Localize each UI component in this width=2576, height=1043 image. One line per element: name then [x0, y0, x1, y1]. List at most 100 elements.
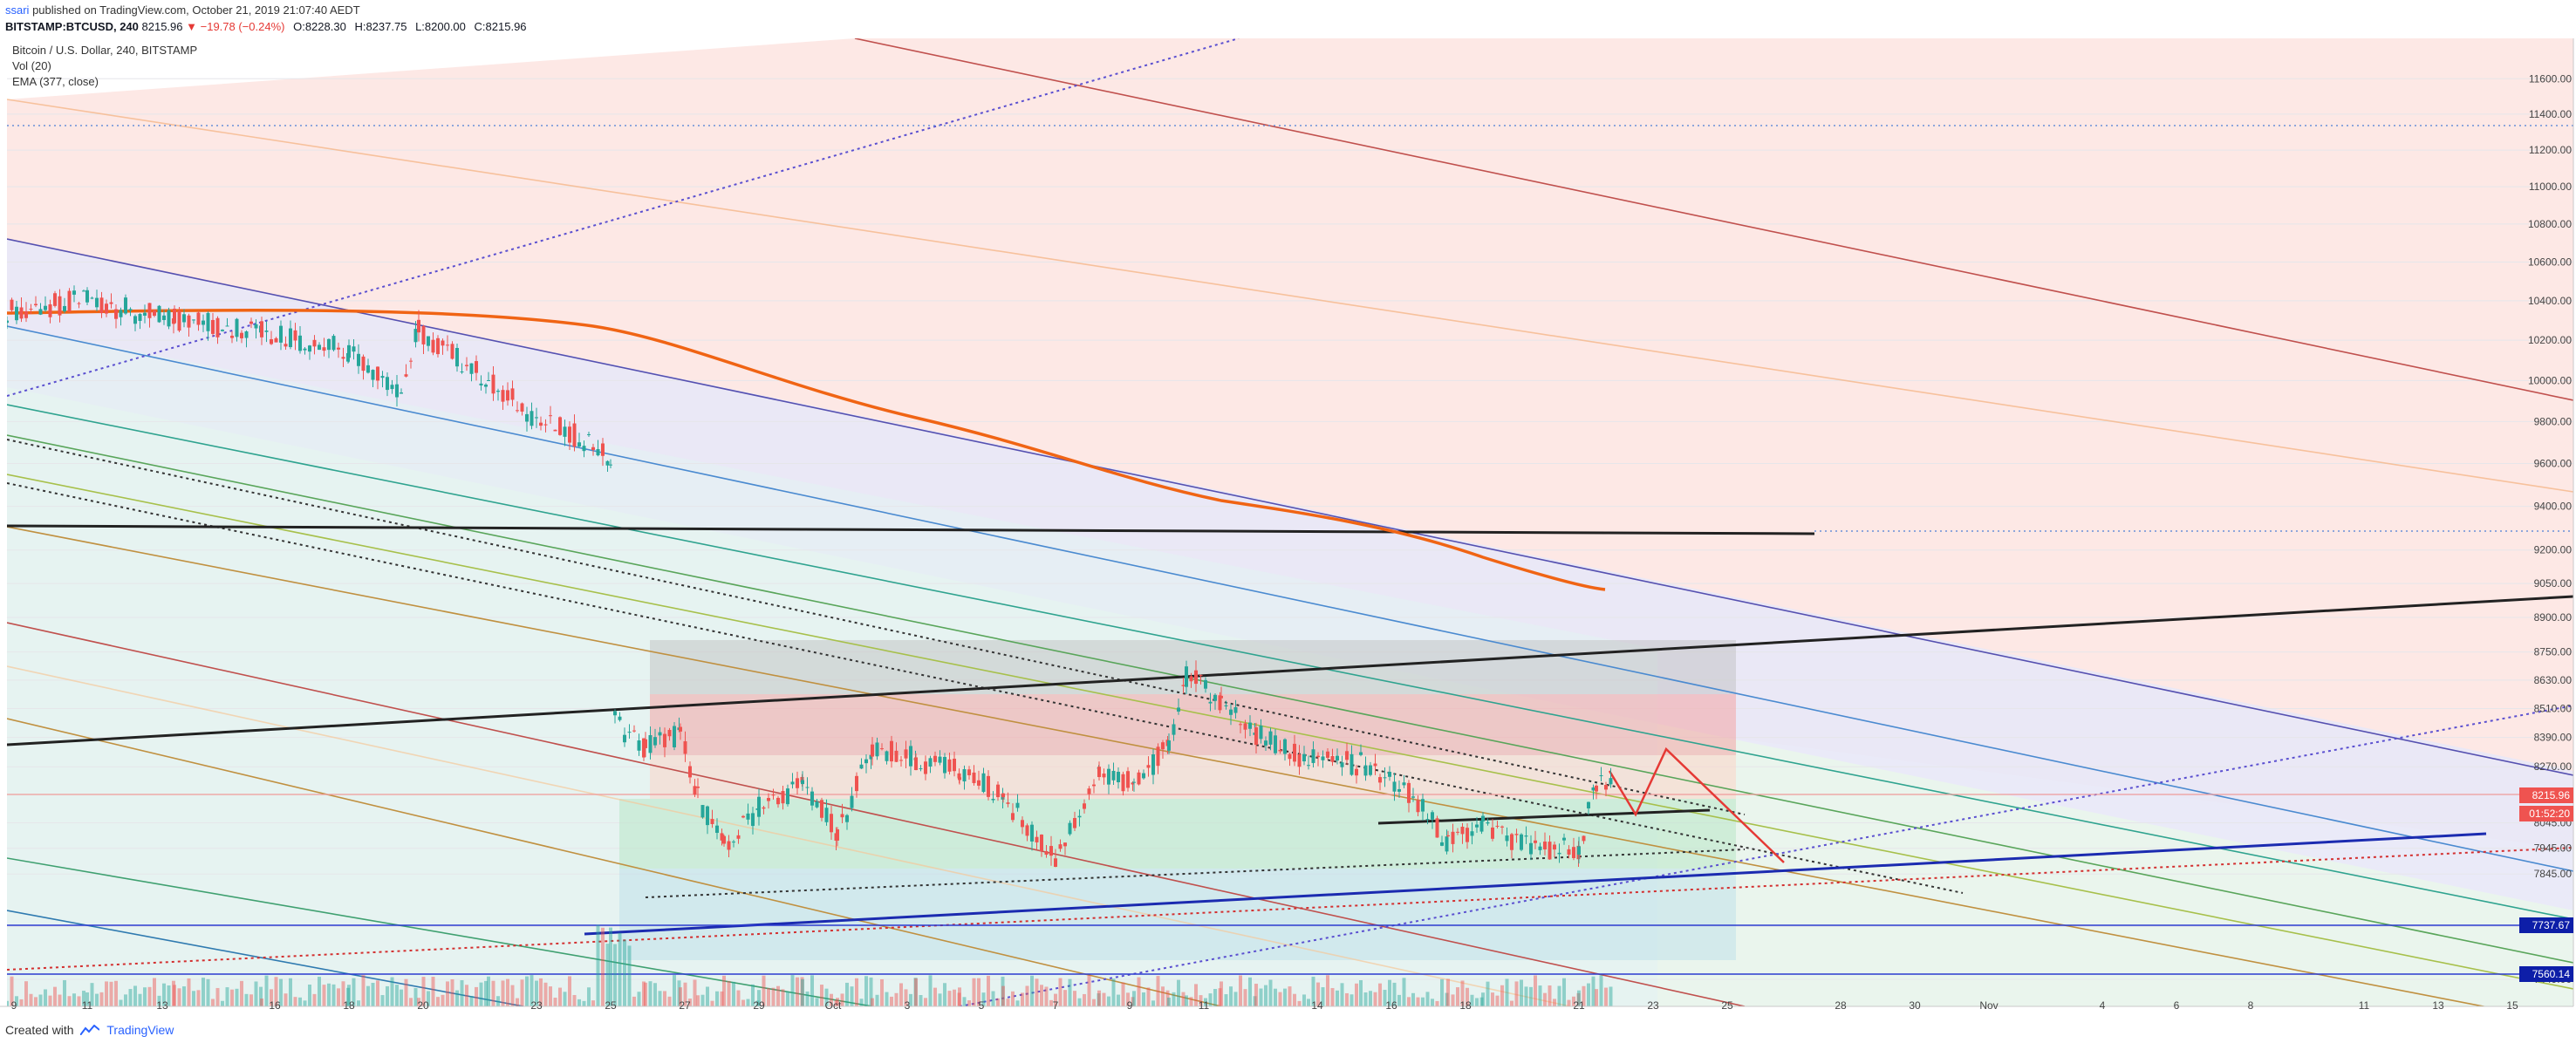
candle-body	[830, 814, 833, 833]
volume-bar	[1181, 992, 1186, 1006]
time-axis[interactable]: 9 11 13 16 18 20 23 25 27 29 Oct 3 5 7 9 11 14 16 18 21 23 25…	[11, 999, 2518, 1012]
candle-body	[1336, 755, 1339, 761]
candle-body	[1208, 701, 1213, 704]
candle-body	[996, 784, 1000, 798]
volume-bar	[1446, 978, 1450, 1006]
time-tick-label: 25	[1721, 999, 1733, 1012]
candle-body	[1316, 755, 1320, 758]
candle-body	[1011, 813, 1015, 821]
volume-bar	[1025, 985, 1029, 1006]
volume-bar	[244, 993, 249, 1006]
candle-body	[845, 815, 849, 822]
volume-bar	[1440, 978, 1444, 1006]
candle-body	[568, 426, 571, 443]
candle-body	[796, 778, 799, 788]
volume-bar	[568, 976, 571, 1006]
volume-bar	[215, 987, 220, 1006]
volume-bar	[1131, 997, 1135, 1006]
volume-bar	[830, 993, 833, 1006]
volume-bar	[173, 985, 176, 1006]
candle-body	[24, 310, 28, 318]
candle-body	[563, 426, 567, 437]
time-tick-label: 25	[605, 999, 617, 1012]
price-badge-label: 8215.96	[2532, 789, 2571, 801]
price-chart[interactable]: 7449.007645.007845.007945.008045.008270.…	[0, 38, 2576, 1017]
publisher-name[interactable]: ssari	[5, 3, 30, 17]
volume-bar	[700, 994, 705, 1006]
candle-body	[1577, 846, 1581, 855]
candle-body	[1340, 762, 1344, 767]
volume-bar	[496, 996, 500, 1006]
volume-bar	[322, 985, 326, 1006]
candle-body	[293, 330, 297, 341]
volume-bar	[977, 978, 981, 1006]
volume-bar	[658, 991, 662, 1006]
volume-bar	[1049, 999, 1053, 1006]
candle-body	[1355, 768, 1358, 776]
volume-bar	[1117, 994, 1120, 1006]
volume-bar	[10, 976, 14, 1006]
tradingview-brand[interactable]: TradingView	[106, 1023, 174, 1037]
volume-bar	[34, 997, 38, 1006]
candle-body	[1373, 763, 1377, 767]
time-tick-label: 15	[2506, 999, 2518, 1012]
last-price: 8215.96	[141, 20, 183, 33]
volume-bar	[1349, 994, 1354, 1006]
volume-bar	[1243, 989, 1247, 1006]
time-tick-label: 30	[1909, 999, 1921, 1012]
volume-bar	[987, 975, 990, 1006]
volume-bar	[815, 998, 819, 1006]
volume-bar	[1321, 987, 1325, 1006]
volume-bar	[475, 986, 478, 1006]
volume-bar	[390, 977, 394, 1006]
volume-bar	[558, 987, 562, 1006]
candle-body	[114, 309, 118, 319]
volume-bar	[953, 989, 956, 1006]
candle-body	[577, 442, 581, 447]
candle-body	[991, 799, 995, 801]
volume-bar	[1278, 992, 1282, 1006]
volume-bar	[293, 997, 297, 1006]
candle-body	[303, 348, 307, 351]
volume-bar	[981, 992, 986, 1006]
candle-body	[1021, 820, 1024, 828]
candle-body	[455, 348, 459, 367]
candle-body	[249, 321, 253, 324]
volume-bar	[202, 978, 205, 1006]
candle-body	[869, 754, 873, 760]
candle-body	[322, 347, 326, 351]
candle-body	[376, 366, 379, 381]
volume-bar	[138, 993, 142, 1006]
candle-body	[1040, 835, 1043, 852]
volume-bar	[933, 987, 937, 1006]
volume-bar	[510, 985, 515, 1006]
candle-body	[1349, 753, 1354, 775]
volume-bar	[1058, 978, 1063, 1006]
time-tick-label: 6	[2174, 999, 2180, 1012]
candle-body	[1054, 858, 1057, 867]
candle-body	[1326, 751, 1329, 758]
time-tick-label: 13	[2432, 999, 2444, 1012]
candle-body	[1268, 731, 1273, 745]
low-value: L:8200.00	[415, 20, 466, 33]
candle-body	[10, 299, 14, 310]
price-axis[interactable]: 7449.007645.007845.007945.008045.008270.…	[2519, 72, 2573, 985]
volume-bar	[840, 993, 844, 1006]
volume-bar	[289, 978, 292, 1006]
candle-body	[357, 353, 360, 366]
volume-bar	[1204, 998, 1207, 1006]
candle-body	[890, 740, 893, 762]
volume-bar	[871, 998, 874, 1006]
volume-bar	[1015, 1000, 1020, 1006]
candle-body	[618, 716, 622, 720]
volume-bar	[431, 977, 435, 1006]
volume-bar	[1557, 985, 1561, 1006]
candle-body	[395, 384, 399, 398]
candle-body	[605, 460, 610, 466]
volume-bar	[143, 987, 147, 1006]
volume-bar	[1407, 997, 1411, 1006]
volume-bar	[312, 993, 317, 1006]
candle-body	[77, 303, 81, 304]
volume-bar	[1567, 999, 1571, 1006]
volume-bar	[177, 988, 181, 1006]
